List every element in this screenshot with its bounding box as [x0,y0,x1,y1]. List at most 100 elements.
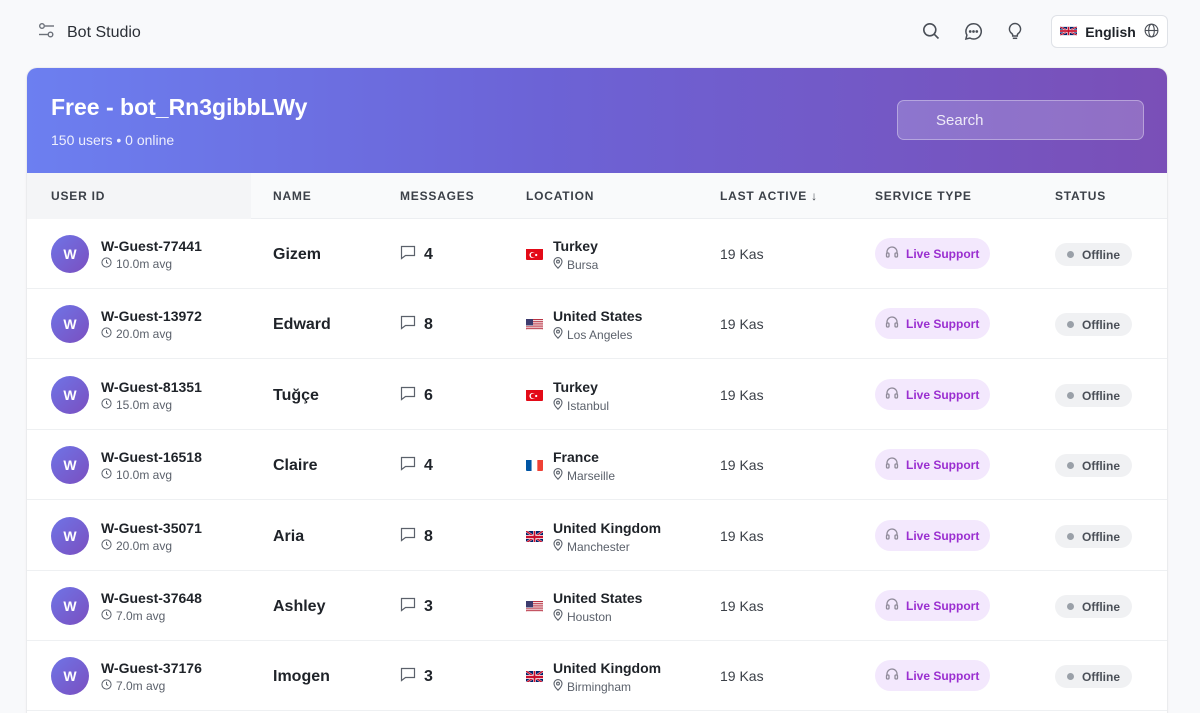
user-name: Ashley [273,598,326,615]
status-text: Offline [1082,669,1120,684]
status-dot-icon [1067,462,1074,469]
country-flag-icon [526,389,543,401]
clock-icon [101,609,112,623]
message-count-value: 8 [424,528,433,545]
last-active: 19 Kas [720,457,764,473]
message-icon [400,597,416,617]
country: United States [553,308,643,324]
table-row[interactable]: W W-Guest-35071 20.0m avg Aria 8 United … [27,501,1167,571]
clock-icon [101,327,112,341]
avg-duration-text: 10.0m avg [116,257,173,271]
headset-icon [885,527,899,544]
message-count-value: 6 [424,387,433,404]
location-pin-icon [553,257,563,272]
status-badge: Offline [1055,454,1132,477]
message-count: 4 [400,456,433,476]
status-text: Offline [1082,247,1120,262]
country: Turkey [553,379,598,395]
column-location[interactable]: LOCATION [526,189,595,203]
user-name: Tuğçe [273,387,319,404]
city-text: Manchester [567,539,630,554]
location-pin-icon [553,468,563,483]
headset-icon [885,245,899,262]
status-dot-icon [1067,533,1074,540]
column-messages[interactable]: MESSAGES [400,189,475,203]
user-id: W-Guest-81351 [101,379,202,395]
last-active: 19 Kas [720,316,764,332]
avg-duration: 20.0m avg [101,327,172,341]
column-user-id[interactable]: USER ID [51,189,106,203]
service-type-badge: Live Support [875,379,991,410]
clock-icon [101,468,112,482]
status-dot-icon [1067,392,1074,399]
user-name: Edward [273,316,331,333]
app-title: Bot Studio [67,24,141,41]
city-text: Birmingham [567,679,632,694]
avg-duration-text: 10.0m avg [116,468,173,482]
city-text: Los Angeles [567,327,633,342]
message-count: 8 [400,315,433,335]
message-count: 3 [400,597,433,617]
message-count: 8 [400,527,433,547]
message-count-value: 3 [424,598,433,615]
last-active: 19 Kas [720,387,764,403]
search-icon[interactable] [920,20,942,42]
location-pin-icon [553,539,563,554]
status-dot-icon [1067,673,1074,680]
table-row[interactable]: W W-Guest-37176 7.0m avg Imogen 3 United… [27,641,1167,711]
service-type-text: Live Support [906,598,980,613]
hero-header: Free - bot_Rn3gibbLWy 150 users • 0 onli… [27,68,1167,173]
service-type-text: Live Support [906,246,980,261]
chat-icon[interactable] [962,20,984,42]
city: Istanbul [553,398,609,413]
country: United States [553,590,643,606]
avg-duration: 10.0m avg [101,468,172,482]
column-last-active[interactable]: LAST ACTIVE ↓ [720,189,818,203]
table-row[interactable]: W W-Guest-13972 20.0m avg Edward 8 Unite… [27,289,1167,359]
table-row[interactable]: W W-Guest-77441 10.0m avg Gizem 4 Turkey… [27,219,1167,289]
country-flag-icon [526,530,543,542]
message-count-value: 3 [424,668,433,685]
avg-duration-text: 20.0m avg [116,327,173,341]
status-badge: Offline [1055,595,1132,618]
table-row[interactable]: W W-Guest-81351 15.0m avg Tuğçe 6 Turkey… [27,360,1167,430]
language-label: English [1085,23,1136,40]
status-badge: Offline [1055,243,1132,266]
user-stats: 150 users • 0 online [51,132,175,148]
search-input[interactable] [897,100,1144,140]
headset-icon [885,456,899,473]
table-row[interactable]: W W-Guest-37648 7.0m avg Ashley 3 United… [27,571,1167,641]
user-id: W-Guest-37176 [101,660,202,676]
message-icon [400,245,416,265]
sliders-icon [38,22,55,44]
city: Los Angeles [553,327,632,342]
avg-duration-text: 15.0m avg [116,398,173,412]
avatar: W [51,305,89,343]
country: France [553,449,599,465]
column-service-type[interactable]: SERVICE TYPE [875,189,972,203]
message-count: 3 [400,667,433,687]
lightbulb-icon[interactable] [1004,20,1026,42]
bot-title: Free - bot_Rn3gibbLWy [51,94,308,120]
location-pin-icon [553,398,563,413]
table-row[interactable]: W W-Guest-16518 10.0m avg Claire 4 Franc… [27,430,1167,500]
avatar: W [51,517,89,555]
headset-icon [885,597,899,614]
avg-duration: 15.0m avg [101,398,172,412]
clock-icon [101,257,112,271]
avg-duration-text: 7.0m avg [116,679,166,693]
brand[interactable]: Bot Studio [38,22,141,44]
status-dot-icon [1067,603,1074,610]
column-status[interactable]: STATUS [1055,189,1107,203]
column-name[interactable]: NAME [273,189,312,203]
status-text: Offline [1082,317,1120,332]
last-active: 19 Kas [720,246,764,262]
message-count: 6 [400,386,433,406]
user-name: Imogen [273,668,330,685]
clock-icon [101,398,112,412]
user-id: W-Guest-77441 [101,238,202,254]
language-selector[interactable]: English [1051,15,1168,48]
avg-duration: 7.0m avg [101,609,165,623]
service-type-badge: Live Support [875,308,991,339]
service-type-badge: Live Support [875,660,991,691]
